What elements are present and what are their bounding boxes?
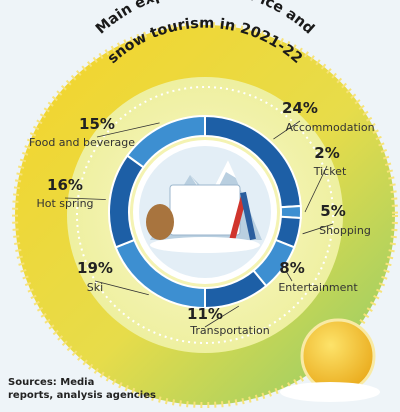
leader-line [94, 280, 149, 296]
category-label: Accommodation [285, 121, 374, 134]
leader-line [304, 165, 328, 213]
dotted-ring [76, 86, 334, 344]
snow-pile [280, 382, 380, 402]
snow-ground [150, 237, 260, 253]
value-label: 8% [279, 259, 304, 277]
leader-line [285, 270, 293, 282]
category-label: Hot spring [36, 197, 93, 210]
leader-line [204, 305, 240, 328]
category-label: Ticket [313, 165, 347, 178]
source: reports, analysis agencies [8, 390, 156, 401]
outer-rim [12, 22, 398, 408]
value-label: 2% [314, 144, 339, 162]
screen [169, 184, 241, 236]
category-label: Transportation [189, 324, 269, 337]
value-label: 24% [282, 99, 318, 117]
ski [240, 191, 256, 241]
bear [146, 204, 174, 240]
value-label: 5% [320, 202, 345, 220]
category-label: Entertainment [278, 281, 358, 294]
leader-line [302, 223, 334, 235]
category-label: Shopping [319, 224, 371, 237]
value-label: 11% [187, 305, 223, 323]
source: Sources: Media [8, 377, 94, 388]
leader-line [96, 122, 160, 138]
value-label: 15% [79, 115, 115, 133]
category-label: Ski [87, 281, 103, 294]
value-label: 16% [47, 176, 83, 194]
coin [300, 318, 376, 394]
leader-line [273, 120, 301, 140]
labels: 24% Accommodation 2% Ticket 5% Shopping 8% Ente… [29, 99, 375, 337]
slice [125, 114, 206, 169]
donut [108, 114, 303, 310]
leader-line [64, 197, 106, 200]
category-label: Food and beverage [29, 136, 135, 149]
value-label: 19% [77, 259, 113, 277]
ski [229, 195, 247, 241]
